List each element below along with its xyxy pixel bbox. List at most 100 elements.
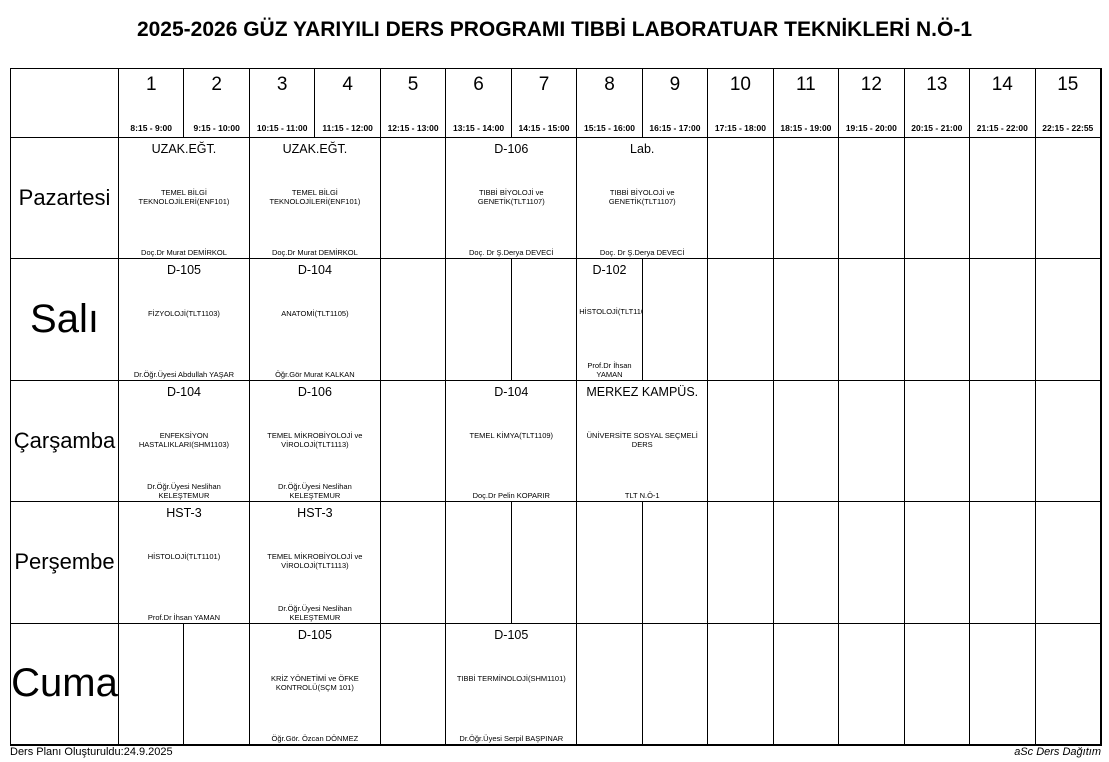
period-number: 8 [604,74,615,95]
lesson-cell[interactable]: HST-3 TEMEL MİKROBİYOLOJİ ve VİROLOJİ(TLT… [249,502,381,624]
lesson-course: HİSTOLOJİ(TLT1101) [579,307,641,317]
lesson-room: Lab. [630,142,655,156]
empty-cell [1035,502,1101,624]
period-time: 19:15 - 20:00 [845,123,897,133]
period-number: 6 [473,74,484,95]
lesson-room: D-105 [297,627,332,642]
empty-cell [642,502,709,624]
lesson-room: D-106 [494,142,529,156]
lesson-cell[interactable]: D-102 HİSTOLOJİ(TLT1101) Prof.Dr İhsan YAM… [577,259,643,381]
lesson-cell[interactable]: D-104 ANATOMİ(TLT1105) Öğr.Gör Murat KALKA… [249,259,381,381]
lesson-room: D-102 [592,263,627,278]
empty-cell [970,380,1036,503]
page-title: 2025-2026 GÜZ YARIYILI DERS PROGRAMI TIB… [136,18,973,41]
day-label: Salı [11,259,119,381]
lesson-teacher: Doç.Dr Murat DEMİRKOL [271,248,358,258]
lesson-cell[interactable]: D-104 TEMEL KİMYA(TLT1109) Doç.Dr Pelin KO… [446,380,578,503]
empty-cell [970,138,1036,260]
empty-cell [380,259,447,381]
created-date: Ders Planı Oluşturuldu:24.9.2025 [10,746,173,758]
empty-cell [970,623,1036,745]
lesson-course: TEMEL KİMYA(TLT1109) [469,430,554,440]
lesson-teacher: Doç. Dr Ş.Derya DEVECİ [599,248,685,258]
lesson-course: TEMEL BİLGİ TEKNOLOJİLERİ(ENF101) [269,188,361,206]
empty-cell [708,259,774,381]
lesson-course: FİZYOLOJİ(TLT1103) [148,309,220,319]
lesson-teacher: Dr.Öğr.Üyesi Abdullah YAŞAR [133,369,235,379]
empty-cell [839,623,905,745]
empty-cell [773,259,840,381]
lesson-cell[interactable]: D-105 KRİZ YÖNETİMİ ve ÖFKE KONTROLÜ(SÇM … [249,623,381,745]
lesson-cell[interactable]: MERKEZ KAMPÜS. ÜNİVERSİTE SOSYAL SEÇMELİ … [577,380,709,503]
period-number: 1 [145,74,157,95]
period-time: 16:15 - 17:00 [649,123,701,133]
lesson-teacher: Doç.Dr Pelin KOPARIR [472,491,550,501]
empty-cell [380,380,447,503]
lesson-teacher: Doç. Dr Ş.Derya DEVECİ [468,248,554,258]
lesson-teacher: Öğr.Gör Murat KALKAN [275,369,355,379]
timetable: 1 8:15 - 9:00 2 9:15 - 10:00 3 10:15 - 11:00 4… [10,68,1102,746]
lesson-room: D-104 [166,384,201,399]
period-time: 21:15 - 22:00 [976,123,1028,133]
lesson-cell[interactable]: D-106 TEMEL MİKROBİYOLOJİ ve VİROLOJİ(TLT… [249,380,381,503]
empty-cell [970,502,1036,624]
lesson-cell[interactable]: D-105 TIBBİ TERMİNOLOJİ(SHM1101) Dr.Öğr.Üy… [446,623,578,745]
lesson-cell[interactable]: D-106 TIBBİ BİYOLOJİ ve GENETİK(TLT1107) D… [446,138,578,260]
software-credit: aSc Ders Dağıtım [1014,746,1101,758]
period-header: 11 18:15 - 19:00 [773,69,840,138]
period-number: 7 [538,74,550,95]
lesson-teacher: Prof.Dr İhsan YAMAN [587,360,632,379]
lesson-cell[interactable]: D-105 FİZYOLOJİ(TLT1103) Dr.Öğr.Üyesi Abdu… [119,259,250,381]
period-time: 18:15 - 19:00 [780,123,832,133]
lesson-teacher: TLT N.Ö-1 [624,491,660,501]
empty-cell [904,623,971,745]
empty-cell [642,623,709,745]
empty-cell [1035,259,1101,381]
period-time: 14:15 - 15:00 [518,123,570,133]
empty-cell [1035,138,1101,260]
period-time: 22:15 - 22:55 [1042,123,1094,133]
empty-cell [904,380,971,503]
period-header: 14 21:15 - 22:00 [970,69,1036,138]
lesson-room: D-105 [494,627,529,642]
day-label: Perşembe [11,502,119,624]
period-header: 2 9:15 - 10:00 [184,69,250,138]
empty-cell [380,138,447,260]
empty-cell [119,623,185,745]
lesson-course: ENFEKSİYON HASTALIKLARI(SHM1103) [138,430,230,449]
lesson-cell[interactable]: HST-3 HİSTOLOJİ(TLT1101) Prof.Dr İhsan YAM… [119,502,250,624]
empty-cell [642,259,709,381]
empty-cell [970,259,1036,381]
lesson-course: TEMEL MİKROBİYOLOJİ ve VİROLOJİ(TLT1113) [267,430,363,449]
period-number: 15 [1057,74,1079,95]
lesson-course: KRİZ YÖNETİMİ ve ÖFKE KONTROLÜ(SÇM 101) [270,673,359,692]
lesson-cell[interactable]: UZAK.EĞT. TEMEL BİLGİ TEKNOLOJİLERİ(ENF10… [249,138,381,260]
lesson-cell[interactable]: Lab. TIBBİ BİYOLOJİ ve GENETİK(TLT1107) Do… [577,138,709,260]
lesson-room: UZAK.EĞT. [151,142,217,156]
lesson-course: TEMEL BİLGİ TEKNOLOJİLERİ(ENF101) [138,188,230,206]
period-time: 9:15 - 10:00 [193,123,240,133]
lesson-cell[interactable]: D-104 ENFEKSİYON HASTALIKLARI(SHM1103) Dr.… [119,380,250,503]
period-header: 15 22:15 - 22:55 [1035,69,1101,138]
lesson-cell[interactable]: UZAK.EĞT. TEMEL BİLGİ TEKNOLOJİLERİ(ENF10… [119,138,250,260]
period-number: 13 [926,74,948,95]
period-number: 14 [991,74,1013,95]
period-header: 10 17:15 - 18:00 [708,69,774,138]
lesson-room: D-106 [297,384,332,399]
lesson-course: TEMEL MİKROBİYOLOJİ ve VİROLOJİ(TLT1113) [267,552,363,571]
period-header: 4 11:15 - 12:00 [315,69,381,138]
period-header: 5 12:15 - 13:00 [380,69,447,138]
empty-cell [1035,623,1101,745]
lesson-course: TIBBİ BİYOLOJİ ve GENETİK(TLT1107) [477,188,545,206]
empty-cell [708,380,774,503]
empty-cell [1035,380,1101,503]
lesson-room: D-104 [494,384,529,399]
period-time: 15:15 - 16:00 [583,123,636,133]
period-time: 10:15 - 11:00 [256,123,308,133]
period-number: 3 [276,74,288,95]
empty-cell [577,623,643,745]
lesson-course: HİSTOLOJİ(TLT1101) [147,552,221,562]
period-number: 2 [211,74,222,95]
period-header: 8 15:15 - 16:00 [577,69,643,138]
empty-cell [773,502,840,624]
